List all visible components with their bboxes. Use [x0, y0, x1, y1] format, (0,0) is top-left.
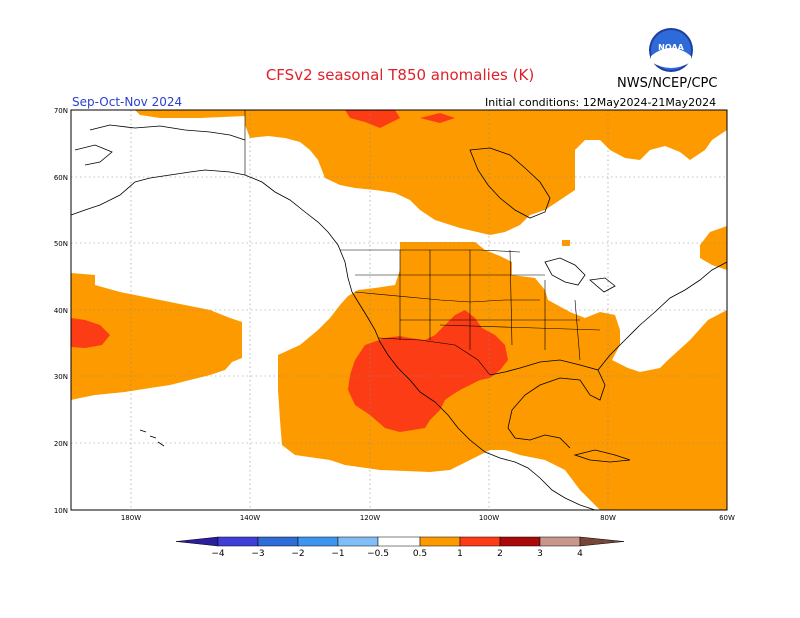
map-panel — [70, 109, 728, 511]
colorbar-label: −4 — [211, 549, 225, 559]
colorbar-box — [297, 536, 339, 547]
initial-conditions-label: Initial conditions: 12May2024-21May2024 — [485, 96, 717, 109]
anomaly-region-east-coast — [700, 226, 727, 270]
lon-label-60w: 60W — [719, 514, 735, 522]
lat-label-30n: 30N — [54, 373, 68, 381]
anomaly-region-pacific — [71, 273, 242, 400]
anomaly-red-fields — [71, 110, 508, 432]
colorbar-box — [257, 536, 299, 547]
colorbar-arrow-low — [175, 536, 219, 547]
org-label: NWS/NCEP/CPC — [617, 76, 718, 91]
map-title: CFSv2 seasonal T850 anomalies (K) — [265, 66, 535, 84]
lat-label-50n: 50N — [54, 240, 68, 248]
anomaly-region-southwest-red — [348, 310, 508, 432]
colorbar-box — [377, 536, 421, 547]
anomaly-region-north-red — [345, 110, 400, 128]
lat-label-70n: 70N — [54, 107, 68, 115]
anomaly-region-us-mexico — [278, 242, 727, 510]
colorbar-label: 3 — [537, 549, 543, 559]
colorbar-box — [337, 536, 379, 547]
lat-axis: 70N 60N 50N 40N 30N 20N 10N — [54, 107, 68, 515]
noaa-logo-text: NOAA — [658, 43, 684, 52]
colorbar-box — [539, 536, 581, 547]
lon-label-100w: 100W — [479, 514, 499, 522]
graticule — [71, 110, 727, 510]
colorbar-label: −2 — [291, 549, 304, 559]
colorbar-label: −0.5 — [367, 549, 389, 559]
lat-label-10n: 10N — [54, 507, 68, 515]
coastlines — [70, 124, 728, 511]
colorbar-box — [419, 536, 461, 547]
noaa-logo-icon: NOAA — [649, 28, 693, 72]
colorbar-label: −1 — [331, 549, 344, 559]
lon-axis: 180W 140W 120W 100W 80W 60W — [121, 514, 735, 522]
colorbar-label: 0.5 — [413, 549, 427, 559]
lon-label-180w: 180W — [121, 514, 141, 522]
anomaly-region-north-red-2 — [420, 113, 455, 123]
season-label: Sep-Oct-Nov 2024 — [72, 95, 183, 109]
map-frame — [70, 109, 728, 511]
lat-label-40n: 40N — [54, 307, 68, 315]
anomaly-orange-fields — [71, 110, 727, 510]
colorbar-box — [459, 536, 501, 547]
colorbar-box — [499, 536, 541, 547]
lat-label-20n: 20N — [54, 440, 68, 448]
colorbar-label: 1 — [457, 549, 463, 559]
lon-label-80w: 80W — [600, 514, 616, 522]
anomaly-region-pacific-red — [71, 318, 110, 348]
colorbar-label: −3 — [251, 549, 264, 559]
colorbar-arrow-high — [579, 536, 625, 547]
lon-label-140w: 140W — [240, 514, 260, 522]
lon-label-120w: 120W — [360, 514, 380, 522]
colorbar-box — [217, 536, 259, 547]
anomaly-region-north-canada-2 — [135, 110, 245, 118]
lat-label-60n: 60N — [54, 174, 68, 182]
colorbar-label: 2 — [497, 549, 503, 559]
anomaly-region-north-canada — [245, 110, 727, 235]
borders — [244, 110, 601, 376]
colorbar-label: 4 — [577, 549, 583, 559]
